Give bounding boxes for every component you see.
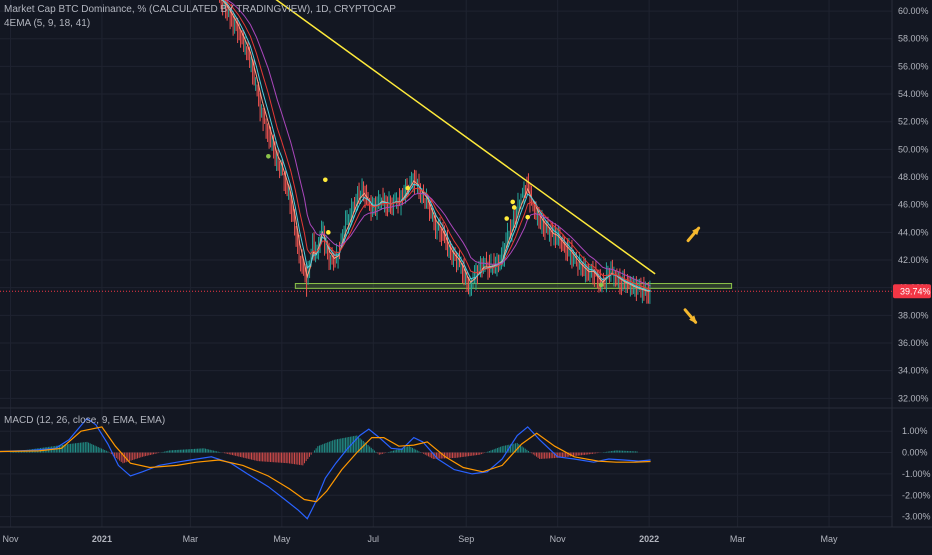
price-axis-tick-label: 54.00% [898, 89, 929, 99]
chart-title[interactable]: Market Cap BTC Dominance, % (CALCULATED … [4, 4, 396, 15]
macd-axis-tick-label: -3.00% [902, 512, 931, 522]
price-axis-tick-label: 56.00% [898, 61, 929, 71]
price-axis-tick-label: 48.00% [898, 172, 929, 182]
macd-indicator-label[interactable]: MACD (12, 26, close, 9, EMA, EMA) [4, 415, 166, 426]
time-axis-tick-label: May [273, 534, 291, 544]
arrow-up-annotation[interactable] [686, 226, 701, 243]
time-axis-tick-label: Nov [2, 534, 19, 544]
signal-marker [504, 216, 510, 221]
price-axis-tick-label: 42.00% [898, 255, 929, 265]
macd-axis-tick-label: -1.00% [902, 469, 931, 479]
current-price-badge: 39.74% [900, 286, 931, 296]
arrow-down-annotation[interactable] [683, 308, 698, 324]
time-axis-tick-label: Mar [730, 534, 746, 544]
ema-line-mid [221, 0, 651, 292]
signal-marker [323, 177, 328, 183]
time-axis-tick-label: 2022 [639, 534, 659, 544]
signal-marker [266, 153, 271, 159]
price-axis-tick-label: 34.00% [898, 366, 929, 376]
macd-axis-tick-label: 1.00% [902, 426, 928, 436]
ema-line-long [226, 0, 651, 287]
signal-marker [525, 214, 531, 220]
price-axis-tick-label: 46.00% [898, 200, 929, 210]
price-axis-tick-label: 60.00% [898, 6, 929, 16]
time-axis-tick-label: Jul [368, 534, 380, 544]
time-axis-tick-label: May [821, 534, 839, 544]
descending-trendline[interactable] [273, 0, 656, 275]
price-axis-tick-label: 32.00% [898, 393, 929, 403]
price-axis-tick-label: 52.00% [898, 117, 929, 127]
macd-axis-tick-label: 0.00% [902, 448, 928, 458]
macd-signal-line [0, 426, 651, 503]
signal-marker [405, 185, 411, 191]
macd-axis-tick-label: -2.00% [902, 490, 931, 500]
ema-line-fast [221, 0, 651, 292]
time-axis-tick-label: Nov [550, 534, 567, 544]
time-axis-tick-label: Mar [183, 534, 199, 544]
ema-indicator-label[interactable]: 4EMA (5, 9, 18, 41) [4, 18, 91, 29]
price-axis-tick-label: 36.00% [898, 338, 929, 348]
signal-marker [511, 205, 517, 210]
price-axis-tick-label: 38.00% [898, 310, 929, 320]
price-badge-background [893, 284, 931, 299]
signal-marker [326, 230, 331, 235]
price-axis-tick-label: 50.00% [898, 144, 929, 154]
signal-marker [598, 282, 604, 288]
ema-line-slow [223, 0, 651, 290]
signal-marker [510, 199, 516, 205]
price-axis-tick-label: 44.00% [898, 227, 929, 237]
price-axis-tick-label: 58.00% [898, 34, 929, 44]
macd-line [0, 417, 651, 520]
time-axis-tick-label: 2021 [92, 534, 112, 544]
support-zone-rectangle[interactable] [294, 283, 733, 289]
time-axis-tick-label: Sep [458, 534, 474, 544]
